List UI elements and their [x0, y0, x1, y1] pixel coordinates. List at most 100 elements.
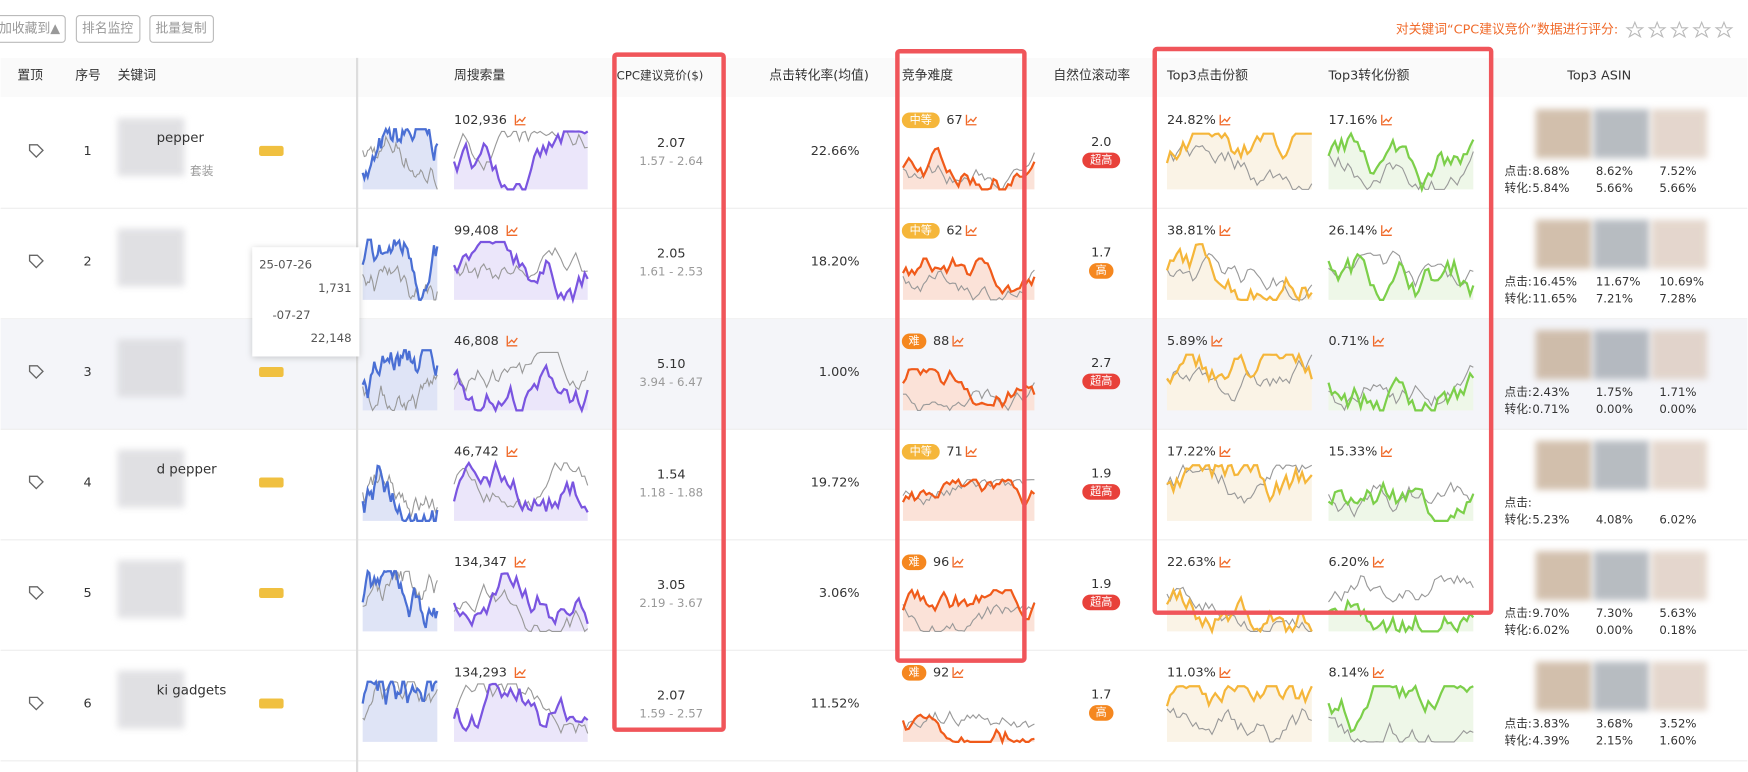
sparkline-area — [1328, 483, 1474, 521]
asin-image[interactable] — [1535, 330, 1592, 380]
sparkline — [1327, 480, 1475, 523]
trend-icon[interactable] — [1219, 225, 1231, 236]
asin-image[interactable] — [1593, 219, 1650, 269]
badge-icons — [259, 145, 284, 156]
rating-star[interactable] — [1714, 20, 1734, 39]
trend-icon[interactable] — [965, 114, 978, 126]
pin-icon[interactable] — [28, 586, 44, 601]
trend-icon[interactable] — [506, 446, 518, 457]
trend-icon[interactable] — [1219, 556, 1231, 568]
asin-conv: 6.02% — [1532, 623, 1569, 637]
asin-image[interactable] — [1535, 219, 1592, 269]
roll-badge: 超高 — [1082, 152, 1121, 169]
rating-star[interactable] — [1692, 20, 1712, 39]
badge — [1082, 484, 1121, 500]
trend-icon[interactable] — [965, 446, 978, 457]
trend-icon[interactable] — [1381, 446, 1393, 457]
weekly-search: 46,808 — [454, 334, 499, 349]
asin-image[interactable] — [1535, 661, 1592, 711]
button-label[interactable]: 加收藏到▲ — [0, 21, 60, 36]
rating-star[interactable] — [1669, 20, 1689, 39]
trend-icon[interactable] — [506, 225, 518, 236]
button[interactable] — [75, 15, 141, 43]
badge — [901, 554, 927, 571]
asin-image[interactable] — [1651, 551, 1708, 601]
asin-image[interactable] — [1651, 219, 1708, 269]
top3-click-share: 11.03% — [1167, 665, 1216, 680]
pin-icon[interactable] — [28, 254, 44, 269]
asin-click: 7.52% — [1659, 164, 1696, 178]
trend-icon[interactable] — [1381, 114, 1393, 126]
rating-star[interactable] — [1647, 20, 1667, 39]
button[interactable] — [149, 15, 214, 43]
asin-image[interactable] — [1535, 551, 1592, 601]
top3-click-share: 5.89% — [1167, 334, 1208, 349]
sparkline — [902, 368, 1036, 409]
asin-image[interactable] — [1593, 109, 1650, 159]
trend-icon[interactable] — [952, 556, 964, 568]
trend-icon[interactable] — [514, 556, 526, 568]
asin-image[interactable] — [1535, 440, 1592, 490]
cpc: 2.07 — [657, 689, 686, 704]
trend-icon[interactable] — [1219, 114, 1231, 126]
asin-image[interactable] — [1651, 661, 1708, 711]
asin-click-label: 点击: — [1505, 496, 1532, 510]
sparkline-compare — [1328, 364, 1474, 412]
asin-image[interactable] — [1651, 440, 1708, 490]
header-click-share: Top3点击份额 — [1166, 68, 1248, 83]
trend-icon[interactable] — [1219, 667, 1231, 678]
trend-icon[interactable] — [965, 225, 978, 236]
sparkline-area — [1166, 244, 1312, 300]
pin-icon[interactable] — [28, 696, 44, 711]
trend-icon[interactable] — [1211, 335, 1223, 347]
asin-image[interactable] — [1593, 661, 1650, 711]
top3-click-share: 17.22% — [1167, 444, 1216, 459]
sparkline — [1165, 587, 1313, 635]
asin-image[interactable] — [1535, 109, 1592, 159]
header-roll: 自然位滚动率 — [1053, 67, 1130, 83]
keyword[interactable]: pepper — [157, 131, 205, 146]
pin-icon[interactable] — [28, 475, 44, 490]
asin-image[interactable] — [1593, 330, 1650, 380]
asin-image[interactable] — [1593, 551, 1650, 601]
trend-icon[interactable] — [1372, 556, 1385, 568]
asin-click-label: 点击: — [1505, 606, 1532, 620]
trend-icon[interactable] — [1381, 225, 1393, 236]
trend-icon[interactable] — [514, 667, 526, 678]
weekly-search: 99,408 — [454, 223, 499, 238]
badge — [901, 333, 927, 350]
button-label[interactable]: 排名监控 — [82, 20, 133, 36]
sparkline — [1165, 131, 1312, 164]
button-label[interactable]: 批量复制 — [156, 21, 207, 36]
asin-conv-label: 转化: — [1505, 733, 1532, 747]
trend-icon[interactable] — [1372, 667, 1385, 678]
badge-label: 难 — [909, 334, 920, 347]
trend-icon[interactable] — [952, 667, 964, 678]
badge — [1082, 152, 1121, 169]
trend-icon[interactable] — [514, 114, 526, 126]
asin-image[interactable] — [1651, 330, 1708, 380]
tooltip-box — [252, 247, 360, 357]
keyword[interactable]: ki gadgets — [157, 684, 227, 699]
sparkline — [452, 130, 589, 191]
asin-click-label: 点击: — [1505, 385, 1532, 399]
asin-conv: 0.00% — [1596, 623, 1633, 637]
asin-image[interactable] — [1651, 109, 1708, 159]
pin-icon[interactable] — [28, 365, 44, 380]
cpc-range: 2.19 - 3.67 — [639, 596, 703, 610]
sparkline-compare — [902, 382, 1035, 412]
sparkline-area — [902, 369, 1035, 411]
trend-icon[interactable] — [952, 335, 964, 347]
trend-icon[interactable] — [1372, 335, 1385, 347]
asin-image[interactable] — [1593, 440, 1650, 490]
pin-icon[interactable] — [28, 144, 44, 159]
keyword[interactable]: d pepper — [157, 463, 218, 478]
button[interactable] — [0, 15, 66, 43]
rating-star[interactable] — [1625, 20, 1645, 39]
trend-icon[interactable] — [1219, 446, 1231, 457]
sparkline-area — [1328, 601, 1474, 632]
trend-icon[interactable] — [506, 335, 518, 347]
asin-click: 1.75% — [1596, 385, 1633, 399]
header-pin: 置顶 — [17, 68, 43, 83]
